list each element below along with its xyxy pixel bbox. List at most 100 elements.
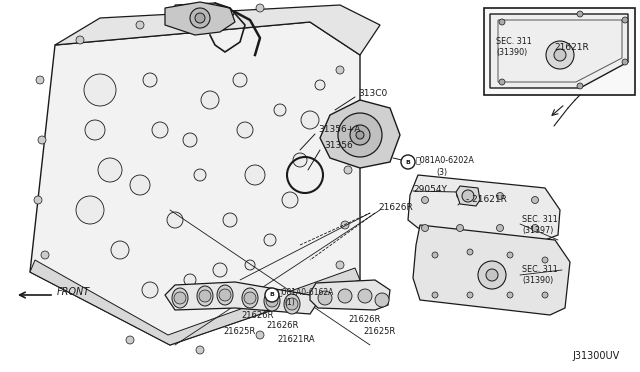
Polygon shape xyxy=(310,280,390,310)
Circle shape xyxy=(266,295,278,307)
Circle shape xyxy=(486,269,498,281)
Ellipse shape xyxy=(264,291,280,311)
Ellipse shape xyxy=(284,294,300,314)
Text: 31356+A: 31356+A xyxy=(318,125,360,135)
Circle shape xyxy=(183,133,197,147)
Circle shape xyxy=(195,13,205,23)
Text: 21626R: 21626R xyxy=(241,311,273,320)
Circle shape xyxy=(336,261,344,269)
Text: SEC. 311: SEC. 311 xyxy=(496,38,532,46)
Circle shape xyxy=(531,224,538,231)
Circle shape xyxy=(467,249,473,255)
Circle shape xyxy=(499,19,505,25)
Circle shape xyxy=(84,74,116,106)
Circle shape xyxy=(196,346,204,354)
Circle shape xyxy=(274,104,286,116)
Circle shape xyxy=(199,290,211,302)
Polygon shape xyxy=(490,14,628,88)
Circle shape xyxy=(174,292,186,304)
Circle shape xyxy=(41,251,49,259)
Text: (31397): (31397) xyxy=(522,225,554,234)
Ellipse shape xyxy=(172,288,188,308)
Circle shape xyxy=(143,73,157,87)
Circle shape xyxy=(622,59,628,65)
Text: - 21621R: - 21621R xyxy=(466,196,507,205)
Circle shape xyxy=(237,122,253,138)
Polygon shape xyxy=(408,175,560,240)
Circle shape xyxy=(142,282,158,298)
Circle shape xyxy=(130,175,150,195)
Circle shape xyxy=(306,301,314,309)
Ellipse shape xyxy=(197,286,213,306)
Circle shape xyxy=(542,292,548,298)
Text: FRONT: FRONT xyxy=(57,287,90,297)
Text: B: B xyxy=(406,160,410,164)
Text: SEC. 311: SEC. 311 xyxy=(522,266,557,275)
Circle shape xyxy=(152,122,168,138)
Circle shape xyxy=(256,4,264,12)
Text: B: B xyxy=(269,292,275,298)
Circle shape xyxy=(245,165,265,185)
Circle shape xyxy=(622,17,628,23)
Circle shape xyxy=(286,298,298,310)
Circle shape xyxy=(497,224,504,231)
Circle shape xyxy=(184,274,196,286)
Circle shape xyxy=(462,190,474,202)
Circle shape xyxy=(256,331,264,339)
Polygon shape xyxy=(30,260,360,345)
Text: 21626R: 21626R xyxy=(348,315,380,324)
Text: 21626R: 21626R xyxy=(266,321,298,330)
Text: 313C0: 313C0 xyxy=(358,89,387,97)
Circle shape xyxy=(341,116,349,124)
Text: 31356: 31356 xyxy=(324,141,353,151)
Text: (31390): (31390) xyxy=(522,276,553,285)
Circle shape xyxy=(338,289,352,303)
Circle shape xyxy=(497,192,504,199)
Circle shape xyxy=(76,36,84,44)
Circle shape xyxy=(136,21,144,29)
Circle shape xyxy=(554,49,566,61)
Text: SEC. 311: SEC. 311 xyxy=(522,215,557,224)
Text: 21621R: 21621R xyxy=(554,42,589,51)
Ellipse shape xyxy=(217,285,233,305)
Circle shape xyxy=(213,263,227,277)
Circle shape xyxy=(478,261,506,289)
Circle shape xyxy=(76,196,104,224)
Circle shape xyxy=(577,11,583,17)
Text: (1): (1) xyxy=(284,298,295,308)
Text: 29054Y: 29054Y xyxy=(413,185,447,193)
Circle shape xyxy=(293,153,307,167)
Text: (3): (3) xyxy=(436,167,447,176)
Circle shape xyxy=(98,158,122,182)
Polygon shape xyxy=(165,2,235,35)
Circle shape xyxy=(34,196,42,204)
Circle shape xyxy=(432,252,438,258)
Circle shape xyxy=(338,113,382,157)
Circle shape xyxy=(264,234,276,246)
Circle shape xyxy=(194,169,206,181)
Circle shape xyxy=(111,241,129,259)
Polygon shape xyxy=(320,100,400,168)
Polygon shape xyxy=(165,282,316,314)
Circle shape xyxy=(301,111,319,129)
Circle shape xyxy=(245,260,255,270)
Circle shape xyxy=(422,196,429,203)
Circle shape xyxy=(85,120,105,140)
Text: (31390): (31390) xyxy=(496,48,527,57)
Circle shape xyxy=(499,79,505,85)
Text: 21621RA: 21621RA xyxy=(277,336,315,344)
Circle shape xyxy=(318,291,332,305)
Circle shape xyxy=(190,8,210,28)
Polygon shape xyxy=(30,22,360,345)
Circle shape xyxy=(233,73,247,87)
Polygon shape xyxy=(175,3,235,32)
Circle shape xyxy=(375,293,389,307)
Circle shape xyxy=(244,292,256,304)
Circle shape xyxy=(577,83,583,89)
Circle shape xyxy=(358,289,372,303)
Circle shape xyxy=(456,192,463,199)
Circle shape xyxy=(546,41,574,69)
Circle shape xyxy=(401,155,415,169)
Text: J31300UV: J31300UV xyxy=(572,351,620,361)
Text: 21625R: 21625R xyxy=(223,327,255,336)
